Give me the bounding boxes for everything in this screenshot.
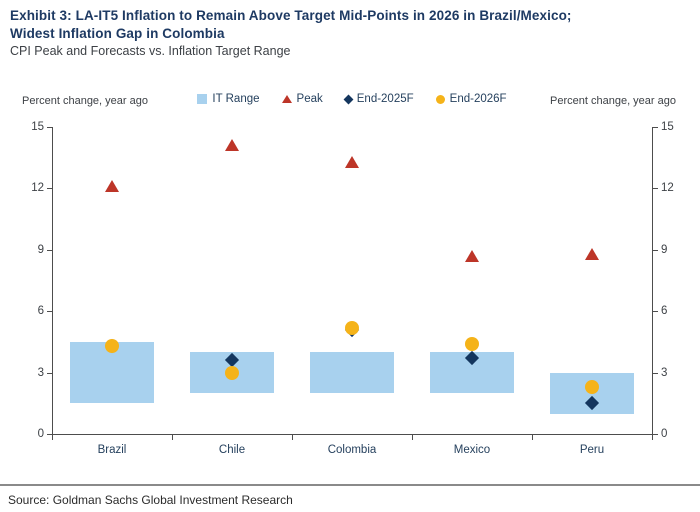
end-2026f-marker-mexico [465, 336, 479, 351]
exhibit-title-line1: Exhibit 3: LA-IT5 Inflation to Remain Ab… [10, 8, 572, 23]
y-tick-label-right: 15 [661, 121, 674, 133]
legend-label: End-2025F [356, 93, 414, 105]
chart-legend: IT Range Peak End-2025F End-2026F [52, 93, 652, 105]
y-axis-right [652, 127, 653, 435]
y-tick-label-left: 3 [37, 366, 44, 379]
y-tick-label-left: 0 [37, 428, 44, 440]
y-tick-left [47, 434, 52, 435]
legend-label: IT Range [212, 93, 260, 105]
exhibit-title-line2: Widest Inflation Gap in Colombia [10, 26, 225, 41]
y-tick-label-left: 12 [31, 182, 44, 195]
category-label-peru: Peru [579, 444, 605, 456]
category-label-colombia: Colombia [327, 444, 377, 456]
y-axis-left [52, 127, 53, 435]
exhibit-title: Exhibit 3: LA-IT5 Inflation to Remain Ab… [10, 7, 694, 43]
peak-marker-mexico [465, 249, 479, 262]
x-tick [52, 435, 53, 440]
y-tick-left [47, 127, 52, 128]
y-tick-label-right: 12 [661, 182, 674, 195]
peak-marker-peru [585, 247, 599, 260]
legend-label: End-2026F [449, 93, 507, 105]
peak-marker-colombia [345, 155, 359, 168]
right-axis-label: Percent change, year ago [550, 95, 676, 107]
y-tick-right [653, 434, 658, 435]
legend-item-end-2026f: End-2026F [435, 93, 507, 105]
y-tick-right [653, 372, 658, 374]
x-tick [292, 435, 293, 440]
x-axis [52, 434, 653, 435]
y-tick-left [47, 372, 52, 374]
source-text: Source: Goldman Sachs Global Investment … [8, 493, 293, 507]
end-2026f-marker-peru [585, 379, 599, 394]
y-tick-label-right: 3 [661, 366, 668, 379]
legend-label: Peak [296, 93, 323, 105]
footer-divider [0, 484, 700, 486]
y-tick-right [653, 127, 658, 128]
y-tick-label-right: 6 [661, 305, 668, 318]
exhibit-subtitle: CPI Peak and Forecasts vs. Inflation Tar… [10, 44, 291, 58]
y-tick-label-left: 9 [37, 243, 44, 256]
category-label-brazil: Brazil [97, 444, 127, 456]
x-tick [652, 435, 653, 440]
end-2026f-marker-colombia [345, 320, 359, 335]
category-label-chile: Chile [218, 444, 246, 456]
legend-item-end-2025f: End-2025F [343, 93, 414, 105]
y-tick-label-right: 9 [661, 243, 668, 256]
y-tick-left [47, 249, 52, 251]
end-2026f-marker-chile [225, 365, 239, 380]
peak-marker-brazil [105, 180, 119, 193]
circle-icon [435, 94, 445, 104]
legend-item-it-range: IT Range [197, 93, 260, 105]
peak-marker-chile [225, 139, 239, 152]
legend-item-peak: Peak [281, 93, 323, 105]
x-tick [532, 435, 533, 440]
y-tick-label-right: 0 [661, 428, 668, 440]
y-tick-left [47, 311, 52, 313]
y-tick-right [653, 311, 658, 313]
it-range-bar-colombia [310, 352, 394, 394]
y-tick-left [47, 188, 52, 190]
square-icon [197, 94, 208, 104]
x-tick [172, 435, 173, 440]
end-2026f-marker-brazil [105, 338, 119, 353]
category-label-mexico: Mexico [453, 444, 491, 456]
triangle-icon [281, 95, 292, 103]
x-tick [412, 435, 413, 440]
left-axis-label: Percent change, year ago [22, 95, 148, 107]
y-tick-right [653, 188, 658, 190]
y-tick-label-left: 6 [37, 305, 44, 318]
y-tick-right [653, 249, 658, 251]
y-tick-label-left: 15 [31, 121, 44, 133]
